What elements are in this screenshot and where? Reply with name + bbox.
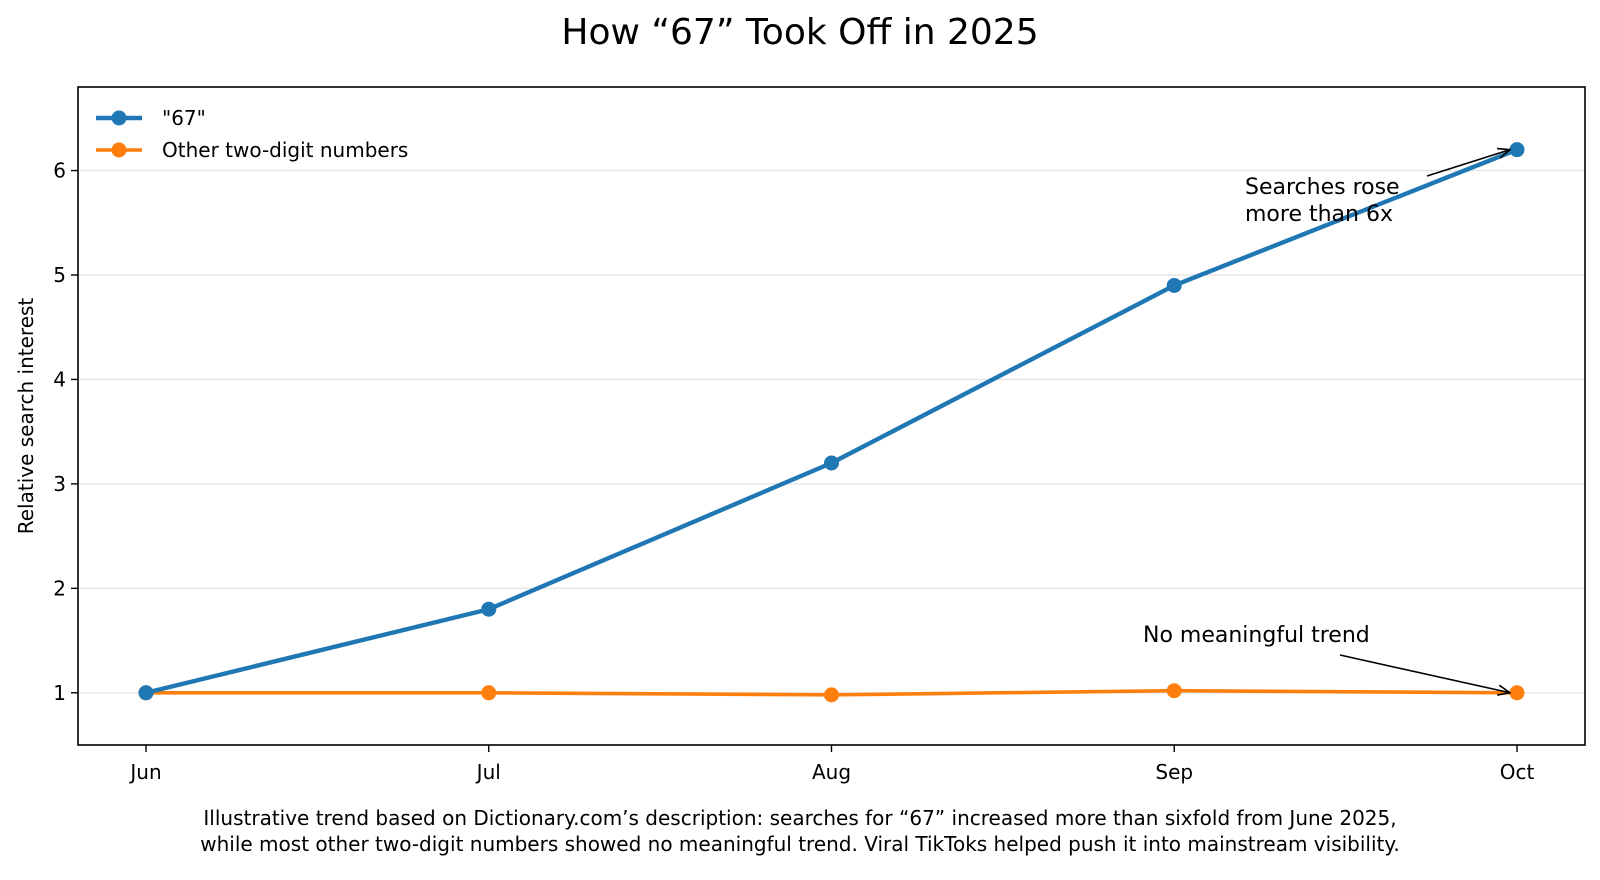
axes: 1 2 3 4 5 6 Jun Jul Aug Sep Oct [53, 159, 1534, 784]
y-tick-label: 3 [53, 472, 66, 496]
caption-line: Illustrative trend based on Dictionary.c… [203, 806, 1397, 830]
y-axis-label: Relative search interest [14, 298, 38, 535]
y-tick-label: 4 [53, 367, 66, 391]
legend-swatch-marker [111, 110, 127, 126]
y-tick-label: 5 [53, 263, 66, 287]
y-tick-label: 2 [53, 576, 66, 600]
legend: "67" Other two-digit numbers [96, 106, 408, 162]
data-point [1166, 683, 1182, 699]
x-tick-label: Oct [1500, 760, 1535, 784]
annotation-text: No meaningful trend [1143, 623, 1370, 648]
chart-title: How “67” Took Off in 2025 [561, 12, 1039, 53]
legend-swatch-marker [111, 142, 127, 158]
annotation-arrow [1339, 654, 1510, 693]
x-tick-label: Sep [1155, 760, 1193, 784]
data-point [824, 455, 839, 471]
x-tick-label: Jul [475, 760, 501, 784]
data-point [1166, 277, 1182, 293]
data-point [1509, 142, 1525, 158]
legend-label: Other two-digit numbers [162, 138, 408, 162]
data-point [1509, 685, 1525, 701]
data-point [138, 685, 154, 701]
gridlines [78, 169, 1585, 694]
y-tick-label: 1 [53, 681, 66, 705]
series-layer [138, 142, 1525, 703]
legend-label: "67" [162, 106, 206, 130]
data-point [824, 687, 839, 703]
x-tick-label: Aug [812, 760, 851, 784]
caption-line: while most other two-digit numbers showe… [200, 832, 1400, 856]
annotation-text: Searches rose [1245, 175, 1400, 200]
y-tick-label: 6 [53, 159, 66, 183]
annotation-arrow [1426, 150, 1510, 177]
series-line [143, 147, 1520, 695]
annotation-text: more than 6x [1245, 202, 1393, 227]
caption: Illustrative trend based on Dictionary.c… [0, 805, 1600, 857]
data-point [481, 601, 497, 617]
data-point [481, 685, 497, 701]
x-tick-label: Jun [128, 760, 161, 784]
